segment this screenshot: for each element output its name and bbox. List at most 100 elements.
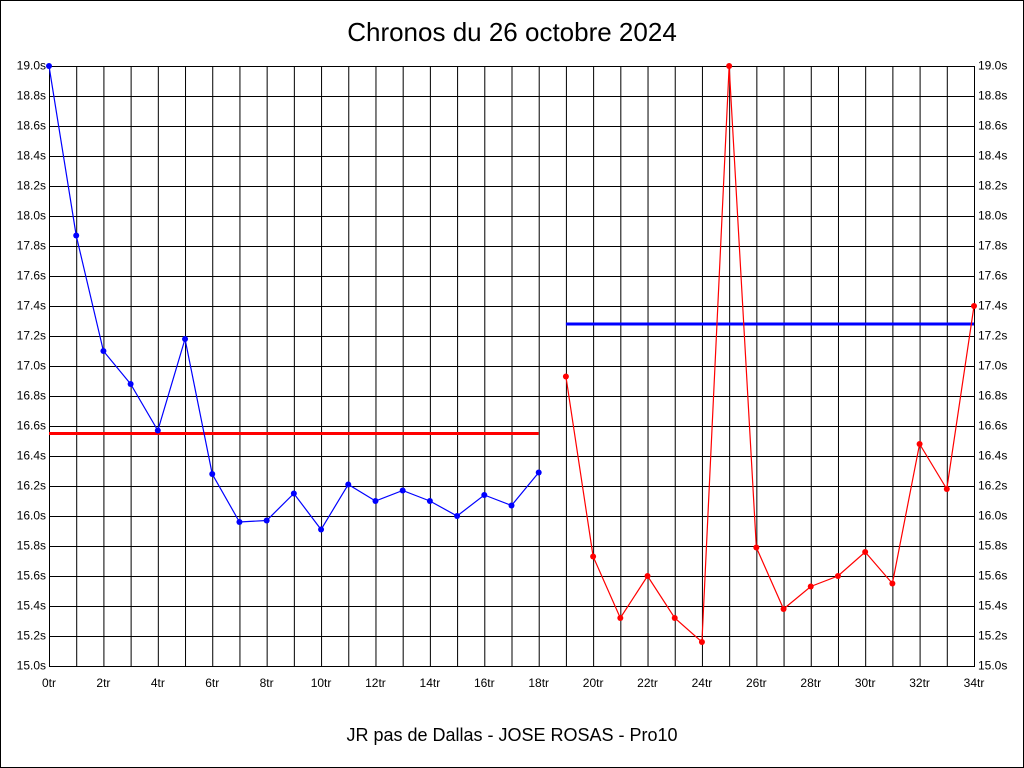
x-tick-label: 6tr xyxy=(205,676,219,690)
point xyxy=(182,336,189,342)
y-tick-label: 15.4s xyxy=(17,599,46,613)
point xyxy=(318,526,325,533)
x-tick-label: 32tr xyxy=(909,676,930,690)
point xyxy=(862,549,869,555)
point xyxy=(372,498,379,504)
y-tick-label: 18.4s xyxy=(17,149,46,163)
y-tick-label: 17.4s xyxy=(17,299,46,313)
point xyxy=(644,573,651,579)
point xyxy=(46,63,52,69)
point xyxy=(426,498,433,504)
y-tick-label: 17.0s xyxy=(17,359,46,373)
point xyxy=(807,583,814,590)
x-tick-label: 28tr xyxy=(800,676,821,690)
y-tick-label: 18.2s xyxy=(17,179,46,193)
point xyxy=(698,639,705,645)
chart-title: Chronos du 26 octobre 2024 xyxy=(347,17,677,47)
y-tick-label: 16.8s xyxy=(17,389,46,403)
point xyxy=(617,615,624,621)
y2-tick-label: 17.2s xyxy=(978,329,1007,343)
y2-tick-label: 18.8s xyxy=(978,89,1007,103)
x-tick-label: 30tr xyxy=(855,676,876,690)
y2-tick-label: 16.8s xyxy=(978,389,1007,403)
y2-tick-label: 15.2s xyxy=(978,629,1007,643)
point xyxy=(971,303,977,309)
y2-tick-label: 15.6s xyxy=(978,569,1007,583)
x-tick-label: 4tr xyxy=(151,676,165,690)
x-tick-label: 24tr xyxy=(692,676,713,690)
y-tick-label: 16.4s xyxy=(17,449,46,463)
y2-tick-label: 15.0s xyxy=(978,659,1007,673)
x-tick-label: 20tr xyxy=(583,676,604,690)
point xyxy=(236,519,243,525)
point xyxy=(399,487,406,494)
point xyxy=(562,373,569,380)
point xyxy=(508,502,515,509)
y-tick-label: 18.0s xyxy=(17,209,46,223)
x-tick-label: 26tr xyxy=(746,676,767,690)
y2-tick-label: 17.0s xyxy=(978,359,1007,373)
y-tick-label: 15.8s xyxy=(17,539,46,553)
x-tick-label: 8tr xyxy=(260,676,274,690)
y2-tick-label: 16.6s xyxy=(978,419,1007,433)
y-tick-label: 17.8s xyxy=(17,239,46,253)
x-tick-label: 22tr xyxy=(637,676,658,690)
y2-tick-label: 16.2s xyxy=(978,479,1007,493)
plot-area xyxy=(49,66,975,667)
y-tick-label: 16.2s xyxy=(17,479,46,493)
point xyxy=(290,490,297,497)
y-tick-label: 17.2s xyxy=(17,329,46,343)
y-tick-label: 15.0s xyxy=(17,659,46,673)
y-tick-label: 19.0s xyxy=(17,59,46,73)
y2-tick-label: 17.6s xyxy=(978,269,1007,283)
point xyxy=(834,573,841,579)
point xyxy=(780,606,787,612)
point xyxy=(127,381,134,387)
point xyxy=(590,553,597,560)
y-tick-label: 17.6s xyxy=(17,269,46,283)
point xyxy=(345,481,352,488)
y-tick-label: 18.6s xyxy=(17,119,46,133)
x-tick-label: 18tr xyxy=(528,676,549,690)
point xyxy=(753,544,760,551)
chart-subtitle: JR pas de Dallas - JOSE ROSAS - Pro10 xyxy=(346,725,677,745)
x-tick-label: 10tr xyxy=(311,676,332,690)
y2-tick-label: 15.8s xyxy=(978,539,1007,553)
y2-tick-label: 16.4s xyxy=(978,449,1007,463)
point xyxy=(535,469,542,476)
y2-tick-label: 19.0s xyxy=(978,59,1007,73)
x-tick-label: 34tr xyxy=(964,676,985,690)
y2-tick-label: 18.6s xyxy=(978,119,1007,133)
point xyxy=(481,492,488,498)
point xyxy=(671,615,678,621)
y2-tick-label: 17.8s xyxy=(978,239,1007,253)
x-tick-label: 16tr xyxy=(474,676,495,690)
x-tick-label: 2tr xyxy=(96,676,110,690)
point xyxy=(154,427,161,434)
y2-tick-label: 18.2s xyxy=(978,179,1007,193)
point xyxy=(726,63,733,69)
point xyxy=(209,471,216,477)
point xyxy=(100,348,107,354)
y-tick-label: 16.0s xyxy=(17,509,46,523)
y2-tick-label: 16.0s xyxy=(978,509,1007,523)
point xyxy=(73,232,80,239)
y2-tick-label: 17.4s xyxy=(978,299,1007,313)
y-tick-label: 15.6s xyxy=(17,569,46,583)
y2-tick-label: 18.4s xyxy=(978,149,1007,163)
point xyxy=(263,517,270,524)
point xyxy=(889,580,896,587)
point xyxy=(916,441,923,447)
point xyxy=(454,513,461,519)
y2-tick-label: 15.4s xyxy=(978,599,1007,613)
x-tick-label: 14tr xyxy=(420,676,441,690)
y2-tick-label: 18.0s xyxy=(978,209,1007,223)
x-tick-label: 0tr xyxy=(42,676,56,690)
y-tick-label: 16.6s xyxy=(17,419,46,433)
point xyxy=(943,486,950,492)
y-tick-label: 18.8s xyxy=(17,89,46,103)
y-tick-label: 15.2s xyxy=(17,629,46,643)
x-tick-label: 12tr xyxy=(365,676,386,690)
series-line xyxy=(565,65,975,644)
